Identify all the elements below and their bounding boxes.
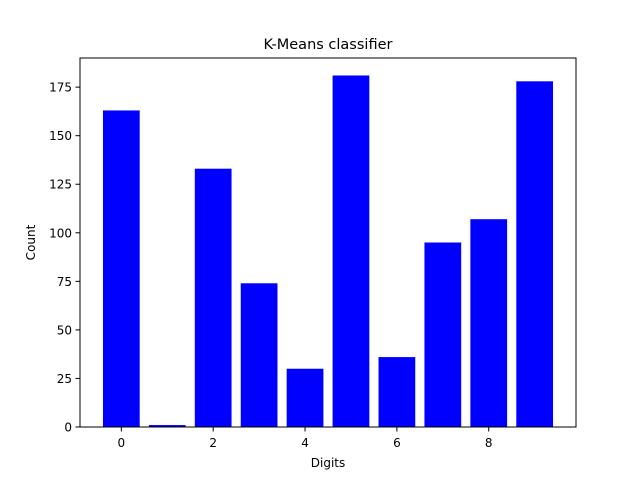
- bar-digit-6: [378, 357, 416, 427]
- bar-digit-8: [470, 219, 508, 427]
- y-tick-label: 100: [49, 226, 72, 240]
- bar-digit-2: [194, 168, 232, 427]
- bar-digit-1: [148, 425, 186, 427]
- x-axis-ticks: 0 2 4 6 8: [118, 427, 493, 450]
- y-tick-label: 25: [57, 372, 72, 386]
- y-tick-label: 75: [57, 275, 72, 289]
- bar-digit-7: [424, 242, 462, 427]
- bars-group: [102, 75, 554, 428]
- y-axis-label: Count: [24, 224, 38, 260]
- bar-digit-3: [240, 283, 278, 427]
- y-tick-label: 175: [49, 81, 72, 95]
- x-tick-label: 4: [301, 436, 309, 450]
- y-tick-label: 125: [49, 178, 72, 192]
- bar-digit-0: [102, 110, 140, 428]
- y-tick-label: 150: [49, 129, 72, 143]
- x-tick-label: 8: [485, 436, 493, 450]
- y-tick-label: 50: [57, 323, 72, 337]
- x-axis-label: Digits: [311, 456, 345, 470]
- bar-digit-5: [332, 75, 370, 428]
- x-tick-label: 2: [209, 436, 217, 450]
- x-tick-label: 0: [118, 436, 126, 450]
- y-tick-label: 0: [64, 421, 72, 435]
- y-axis-ticks: 0 25 50 75 100 125 150 175: [49, 81, 80, 435]
- bar-digit-4: [286, 368, 324, 427]
- x-tick-label: 6: [393, 436, 401, 450]
- plot-frame: [79, 57, 577, 428]
- chart-title: K-Means classifier: [264, 37, 393, 53]
- bar-digit-9: [516, 81, 554, 427]
